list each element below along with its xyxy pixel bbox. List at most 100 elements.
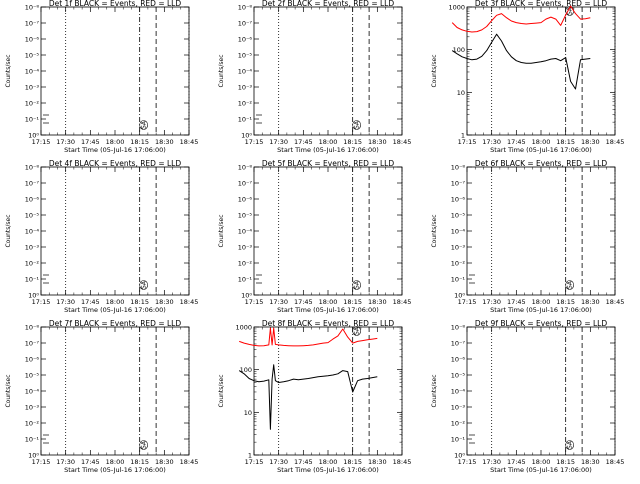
y-tick-label: 10⁻³ bbox=[238, 84, 253, 92]
plot-panel: Det 3f BLACK = Events, RED = LLD Counts/s… bbox=[431, 0, 624, 154]
y-tick-label: 10⁻⁷ bbox=[25, 20, 40, 28]
x-axis-label: Start Time (05-Jul-16 17:06:00) bbox=[64, 466, 166, 474]
saa-annotation-ring bbox=[139, 440, 148, 450]
x-tick-label: 18:15 bbox=[343, 138, 362, 146]
y-tick-label: 10⁻⁴ bbox=[25, 228, 40, 236]
y-tick-label: 10⁻⁵ bbox=[25, 212, 40, 220]
y-tick-label: 10⁻⁵ bbox=[238, 212, 253, 220]
saa-annotation: SA bbox=[141, 440, 148, 449]
y-axis-label: Counts/sec bbox=[431, 54, 438, 87]
x-tick-label: 18:00 bbox=[106, 458, 125, 466]
x-axis-label: Start Time (05-Jul-16 17:06:00) bbox=[490, 306, 592, 314]
x-tick-label: 17:30 bbox=[482, 298, 501, 306]
y-tick-label: 10⁻⁴ bbox=[238, 228, 253, 236]
x-tick-label: 18:45 bbox=[180, 138, 199, 146]
plot-panel: Det 2f BLACK = Events, RED = LLD Counts/s… bbox=[218, 0, 411, 154]
lld-rate-line bbox=[451, 5, 591, 33]
x-tick-label: 17:30 bbox=[56, 298, 75, 306]
plot-title: Det 2f BLACK = Events, RED = LLD bbox=[262, 0, 395, 8]
y-tick-label: 10⁻⁷ bbox=[451, 180, 466, 188]
x-axis-label: Start Time (05-Jul-16 17:06:00) bbox=[490, 146, 592, 154]
x-tick-label: 17:30 bbox=[269, 138, 288, 146]
y-tick-label: 10⁻⁸ bbox=[25, 164, 40, 172]
y-tick-label: 10⁻⁷ bbox=[25, 180, 40, 188]
saa-annotation: SA bbox=[567, 280, 574, 289]
y-tick-label: 10⁻¹ bbox=[25, 276, 40, 284]
y-tick-label: 10⁻⁴ bbox=[238, 68, 253, 76]
plot-panel: Det 8f BLACK = Events, RED = LLD Counts/s… bbox=[218, 319, 411, 474]
x-tick-label: 17:15 bbox=[32, 138, 51, 146]
y-tick-label: 10⁻⁸ bbox=[25, 324, 40, 332]
x-tick-label: 17:30 bbox=[269, 298, 288, 306]
y-tick-label: 10⁰ bbox=[28, 452, 39, 460]
y-tick-label: 10⁻⁴ bbox=[25, 388, 40, 396]
x-axis-label: Start Time (05-Jul-16 17:06:00) bbox=[64, 146, 166, 154]
plot-frame bbox=[253, 6, 403, 136]
y-tick-label: 10⁻³ bbox=[451, 244, 466, 252]
x-tick-label: 18:15 bbox=[556, 298, 575, 306]
y-tick-label: 1 bbox=[461, 132, 465, 140]
y-tick-label: 10⁻³ bbox=[25, 84, 40, 92]
y-tick-label: 10⁰ bbox=[454, 452, 465, 460]
x-axis-label: Start Time (05-Jul-16 17:06:00) bbox=[277, 306, 379, 314]
y-tick-label: 10⁻¹ bbox=[451, 436, 466, 444]
x-tick-label: 17:45 bbox=[81, 458, 100, 466]
y-tick-label: 10⁻⁷ bbox=[451, 340, 466, 348]
x-axis-label: Start Time (05-Jul-16 17:06:00) bbox=[277, 146, 379, 154]
saa-annotation-ring bbox=[139, 120, 148, 130]
plot-title: Det 6f BLACK = Events, RED = LLD bbox=[475, 159, 608, 168]
plot-panel: Det 6f BLACK = Events, RED = LLD Counts/s… bbox=[431, 159, 624, 314]
y-tick-label: 10⁻⁸ bbox=[238, 164, 253, 172]
saa-annotation: SA bbox=[141, 120, 148, 129]
plot-title: Det 7f BLACK = Events, RED = LLD bbox=[49, 319, 182, 328]
x-tick-label: 18:45 bbox=[393, 138, 412, 146]
y-tick-label: 10⁻⁶ bbox=[238, 36, 253, 44]
x-tick-label: 17:45 bbox=[294, 138, 313, 146]
plot-frame bbox=[466, 326, 616, 456]
plot-frame bbox=[466, 6, 616, 136]
y-tick-label: 10⁻⁸ bbox=[238, 4, 253, 12]
plot-frame bbox=[253, 166, 403, 296]
y-tick-label: 10⁰ bbox=[28, 292, 39, 300]
plot-frame bbox=[40, 326, 190, 456]
y-tick-label: 10⁻⁴ bbox=[451, 228, 466, 236]
y-tick-label: 10⁻¹ bbox=[25, 116, 40, 124]
plot-panel: Det 5f BLACK = Events, RED = LLD Counts/s… bbox=[218, 159, 411, 314]
x-tick-label: 17:15 bbox=[245, 458, 264, 466]
x-tick-label: 17:30 bbox=[482, 138, 501, 146]
y-tick-label: 10⁻² bbox=[451, 260, 466, 268]
y-axis-label: Counts/sec bbox=[431, 214, 438, 247]
x-tick-label: 18:30 bbox=[581, 138, 600, 146]
x-tick-label: 17:15 bbox=[458, 298, 477, 306]
x-tick-label: 18:45 bbox=[606, 458, 625, 466]
x-tick-label: 17:30 bbox=[56, 138, 75, 146]
x-tick-label: 17:45 bbox=[81, 298, 100, 306]
plot-frame bbox=[466, 166, 616, 296]
plot-frame bbox=[253, 326, 403, 456]
x-tick-label: 18:45 bbox=[606, 298, 625, 306]
y-tick-label: 10⁻⁸ bbox=[25, 4, 40, 12]
y-tick-label: 10⁻² bbox=[238, 100, 253, 108]
x-tick-label: 17:30 bbox=[269, 458, 288, 466]
y-tick-label: 10⁰ bbox=[241, 292, 252, 300]
x-tick-label: 17:15 bbox=[458, 138, 477, 146]
x-tick-label: 18:00 bbox=[106, 298, 125, 306]
y-tick-label: 10⁻³ bbox=[238, 244, 253, 252]
y-tick-label: 10⁻⁶ bbox=[238, 196, 253, 204]
x-tick-label: 18:15 bbox=[556, 458, 575, 466]
x-tick-label: 17:15 bbox=[458, 458, 477, 466]
x-tick-label: 18:45 bbox=[180, 458, 199, 466]
saa-annotation-ring bbox=[352, 280, 361, 290]
plot-panel: Det 4f BLACK = Events, RED = LLD Counts/s… bbox=[5, 159, 198, 314]
saa-annotation-ring bbox=[565, 280, 574, 290]
events-rate-line bbox=[451, 33, 591, 90]
y-tick-label: 10⁻⁵ bbox=[451, 212, 466, 220]
y-axis-label: Counts/sec bbox=[5, 214, 12, 247]
saa-annotation-ring bbox=[352, 326, 361, 336]
x-tick-label: 18:30 bbox=[368, 298, 387, 306]
x-tick-label: 18:30 bbox=[368, 138, 387, 146]
y-tick-label: 10⁻⁷ bbox=[25, 340, 40, 348]
x-tick-label: 17:15 bbox=[32, 458, 51, 466]
y-tick-label: 10⁻⁷ bbox=[238, 180, 253, 188]
